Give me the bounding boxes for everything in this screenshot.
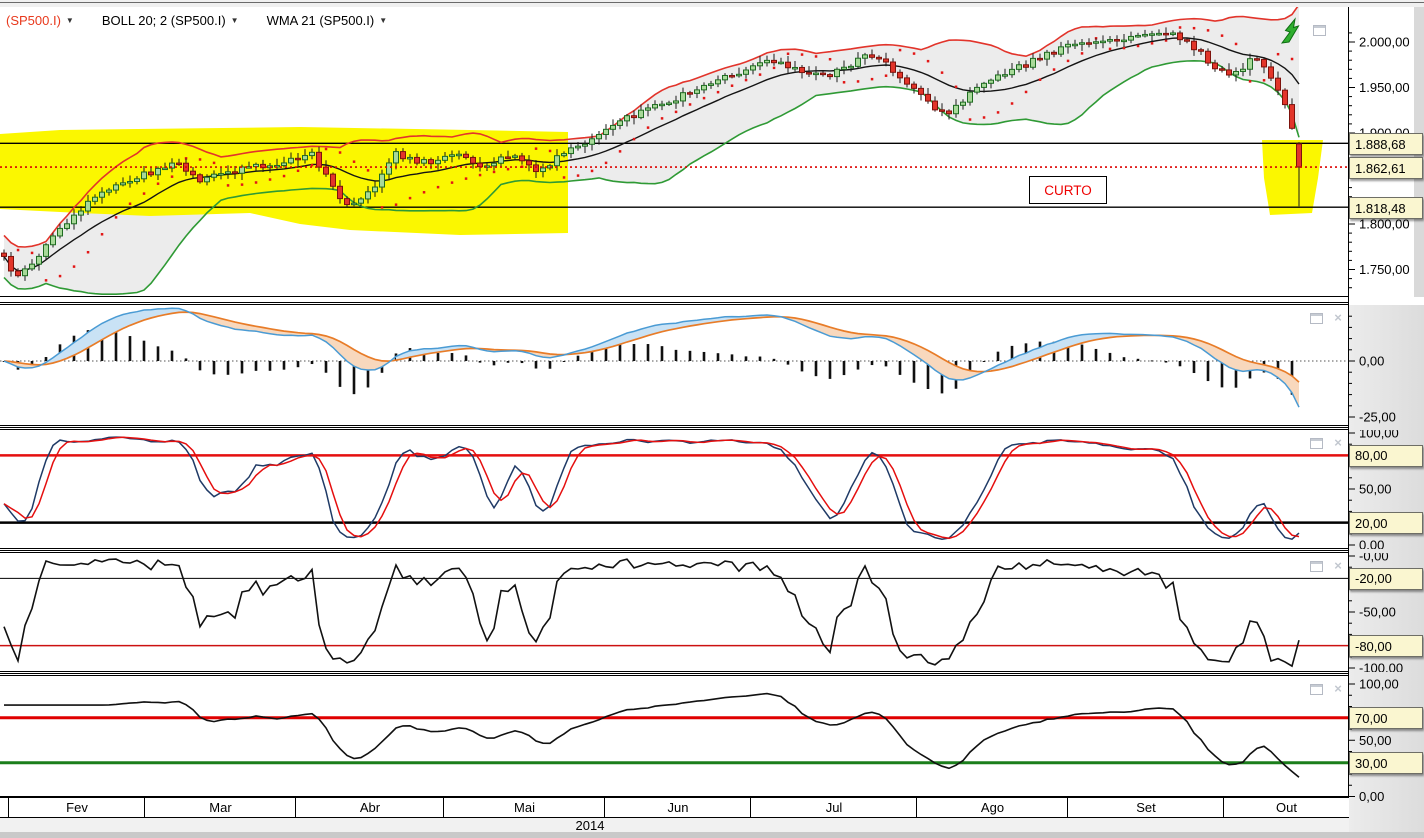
williams-axis[interactable]: -0,00 -50,00 -100,00 bbox=[1348, 553, 1424, 672]
stochastic-chart[interactable] bbox=[0, 430, 1348, 548]
williams-chart[interactable] bbox=[0, 553, 1348, 671]
bollinger-label: BOLL 20; 2 (SP500.I) bbox=[101, 13, 226, 28]
axis-tick-label: 2.000,00 bbox=[1359, 35, 1410, 50]
axis-tick-label: -50,00 bbox=[1359, 605, 1396, 620]
rsi-level-label: 70,00 bbox=[1349, 707, 1423, 730]
rsi-chart[interactable] bbox=[0, 676, 1348, 796]
month-label-out: Out bbox=[1223, 798, 1349, 817]
axis-tick-label: -0,00 bbox=[1359, 553, 1389, 564]
price-label-support: 1.818,48 bbox=[1349, 197, 1423, 219]
instrument-label: (SP500.I) bbox=[6, 13, 61, 28]
axis-tick-label: 1.750,00 bbox=[1359, 262, 1410, 277]
wma-label: WMA 21 (SP500.I) bbox=[266, 13, 375, 28]
williams-level-label: -20,00 bbox=[1349, 567, 1423, 590]
macd-chart[interactable] bbox=[0, 305, 1348, 425]
month-label-mai: Mai bbox=[443, 798, 605, 817]
macd-panel-restore-icon[interactable] bbox=[1310, 313, 1323, 324]
axis-tick-label: 100,00 bbox=[1359, 430, 1399, 441]
year-axis: 2014 bbox=[0, 818, 1349, 833]
chart-legend: (SP500.I) ▼ BOLL 20; 2 (SP500.I) ▼ WMA 2… bbox=[6, 13, 387, 28]
williams-level-label: -80,00 bbox=[1349, 635, 1423, 658]
macd-panel-close-icon[interactable]: × bbox=[1334, 310, 1342, 325]
month-label-ago: Ago bbox=[916, 798, 1068, 817]
rsi-level-label: 30,00 bbox=[1349, 752, 1423, 775]
williams-panel-restore-icon[interactable] bbox=[1310, 561, 1323, 572]
rsi-panel-restore-icon[interactable] bbox=[1310, 684, 1323, 695]
curto-annotation[interactable]: CURTO bbox=[1029, 176, 1107, 204]
stochastic-level-label: 20,00 bbox=[1349, 512, 1423, 535]
month-label-abr: Abr bbox=[295, 798, 444, 817]
panel-separator[interactable] bbox=[0, 672, 1424, 676]
window-top-divider bbox=[0, 2, 1424, 3]
axis-tick-label: 50,00 bbox=[1359, 482, 1392, 497]
legend-instrument[interactable]: (SP500.I) ▼ bbox=[6, 13, 74, 28]
rsi-panel bbox=[0, 676, 1424, 797]
legend-bollinger[interactable]: BOLL 20; 2 (SP500.I) ▼ bbox=[102, 13, 239, 28]
window-bottom-strip bbox=[0, 832, 1424, 838]
axis-tick-label: 100,00 bbox=[1359, 677, 1399, 692]
price-panel-restore-icon[interactable] bbox=[1313, 25, 1326, 36]
macd-axis[interactable]: 0,00 -25,00 bbox=[1348, 305, 1424, 426]
chevron-down-icon: ▼ bbox=[230, 16, 239, 25]
legend-wma[interactable]: WMA 21 (SP500.I) ▼ bbox=[267, 13, 388, 28]
month-label-jun: Jun bbox=[604, 798, 751, 817]
axis-tick-label: -25,00 bbox=[1359, 410, 1396, 425]
williams-panel bbox=[0, 553, 1424, 672]
rsi-axis[interactable]: 100,00 50,00 0,00 bbox=[1348, 676, 1424, 810]
live-arrow-icon bbox=[1280, 17, 1300, 44]
month-label-jul: Jul bbox=[750, 798, 917, 817]
stochastic-level-label: 80,00 bbox=[1349, 444, 1423, 467]
rsi-panel-close-icon[interactable]: × bbox=[1334, 681, 1342, 696]
chevron-down-icon: ▼ bbox=[65, 16, 74, 25]
stochastic-panel-close-icon[interactable]: × bbox=[1334, 435, 1342, 450]
window-top-strip bbox=[0, 0, 1424, 7]
month-label-fev: Fev bbox=[8, 798, 145, 817]
price-chart[interactable] bbox=[0, 7, 1348, 296]
price-axis-background bbox=[1348, 7, 1424, 305]
panel-separator[interactable] bbox=[0, 297, 1424, 305]
axis-tick-label: 1.800,00 bbox=[1359, 217, 1410, 232]
williams-panel-close-icon[interactable]: × bbox=[1334, 558, 1342, 573]
time-axis[interactable]: Fev Mar Abr Mai Jun Jul Ago Set Out bbox=[0, 797, 1349, 818]
axis-tick-label: 0,00 bbox=[1359, 789, 1384, 804]
year-label: 2014 bbox=[575, 818, 605, 833]
axis-border-line bbox=[1348, 7, 1349, 818]
month-label-set: Set bbox=[1067, 798, 1224, 817]
month-label-mar: Mar bbox=[144, 798, 296, 817]
chevron-down-icon: ▼ bbox=[379, 16, 388, 25]
panel-separator[interactable] bbox=[0, 426, 1424, 430]
axis-tick-label: -100,00 bbox=[1359, 661, 1403, 673]
axis-tick-label: 0,00 bbox=[1359, 538, 1384, 550]
axis-tick-label: 1.950,00 bbox=[1359, 80, 1410, 95]
price-label-last: 1.862,61 bbox=[1349, 157, 1423, 179]
price-label-resistance: 1.888,68 bbox=[1349, 133, 1423, 155]
panel-separator[interactable] bbox=[0, 549, 1424, 553]
axis-tick-label: 50,00 bbox=[1359, 733, 1392, 748]
axis-tick-label: 0,00 bbox=[1359, 354, 1384, 369]
stochastic-panel-restore-icon[interactable] bbox=[1310, 438, 1323, 449]
